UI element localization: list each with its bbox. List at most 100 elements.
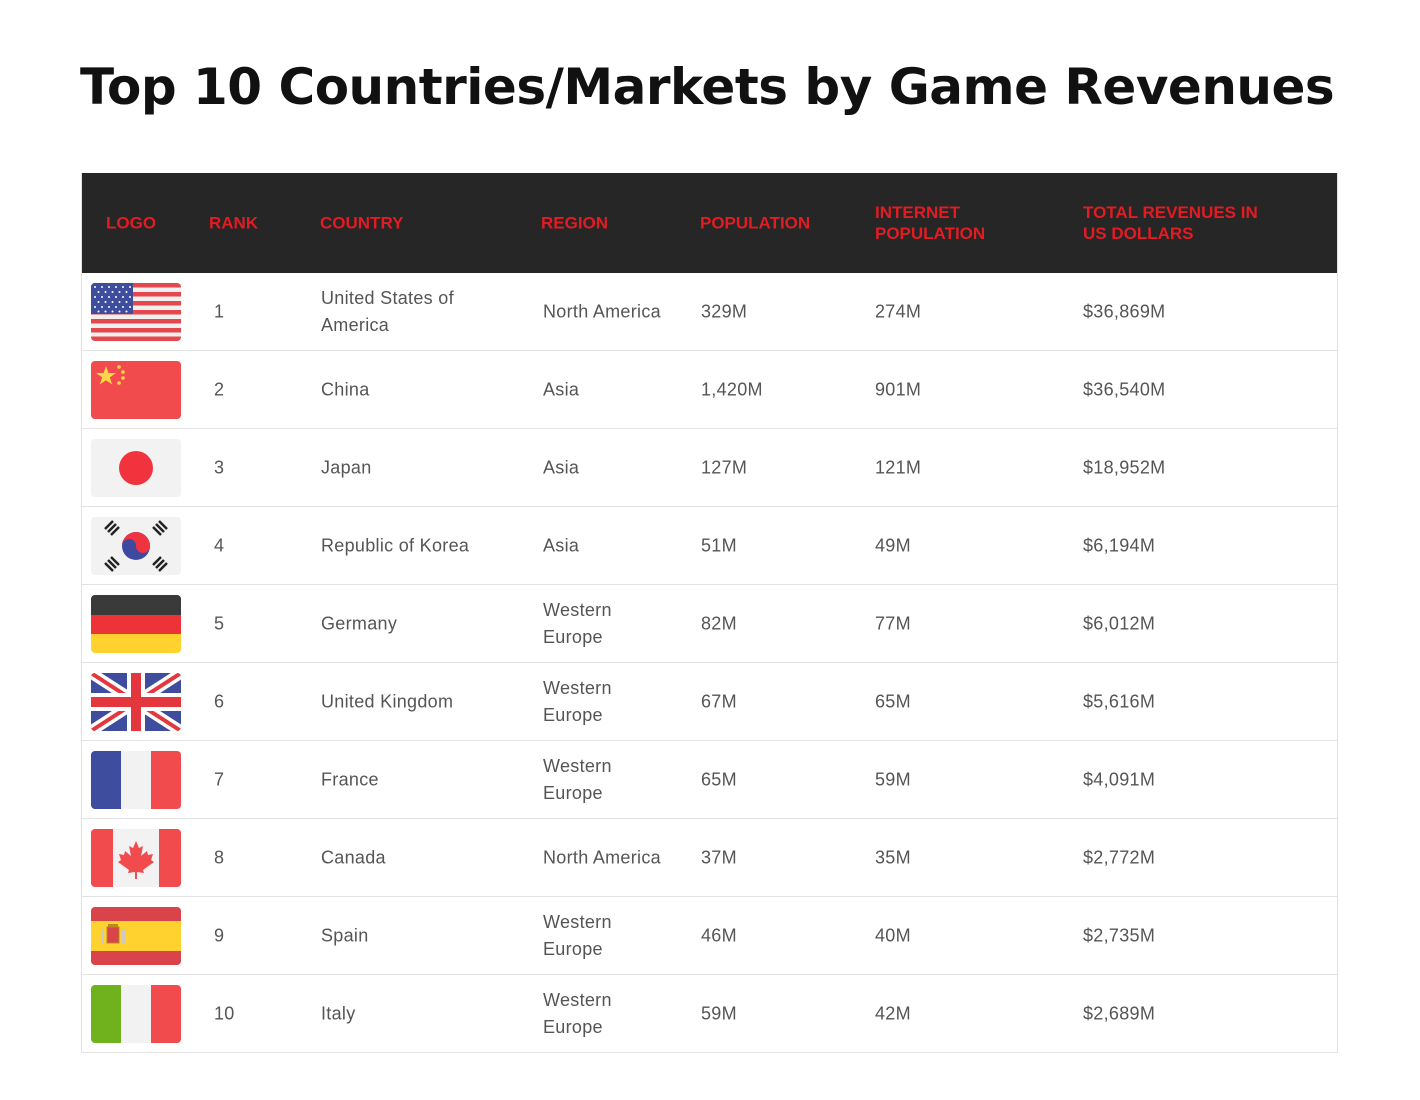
region-cell: Western Europe xyxy=(543,677,612,725)
china-flag-icon xyxy=(91,360,181,419)
population-cell: 82M xyxy=(701,613,737,633)
table-row: 9 Spain Western Europe 46M 40M $2,735M xyxy=(82,897,1337,975)
revenue-cell: $4,091M xyxy=(1083,769,1156,789)
page-title: Top 10 Countries/Markets by Game Revenue… xyxy=(80,58,1335,116)
uk-flag-icon xyxy=(91,672,181,731)
population-cell: 37M xyxy=(701,847,737,867)
country-cell: Japan xyxy=(321,457,372,477)
header-region: REGION xyxy=(541,213,609,233)
population-cell: 67M xyxy=(701,691,737,711)
region-cell: Asia xyxy=(543,457,580,477)
population-cell: 65M xyxy=(701,769,737,789)
revenue-cell: $36,869M xyxy=(1083,301,1166,321)
region-cell: North America xyxy=(543,301,661,321)
country-cell: Spain xyxy=(321,925,369,945)
flag-cell xyxy=(91,984,181,1043)
region-cell: Western Europe xyxy=(543,599,612,647)
country-cell: Germany xyxy=(321,613,398,633)
internet-population-cell: 35M xyxy=(875,847,911,867)
table-header: LOGO RANK COUNTRY REGION POPULATION INTE… xyxy=(82,173,1337,273)
table-row: 2 China Asia 1,420M 901M $36,540M xyxy=(82,351,1337,429)
header-revenues: TOTAL REVENUES IN US DOLLARS xyxy=(1083,203,1258,243)
revenue-cell: $36,540M xyxy=(1083,379,1166,399)
table-row: 10 Italy Western Europe 59M 42M $2,689M xyxy=(82,975,1337,1053)
population-cell: 127M xyxy=(701,457,748,477)
rank-cell: 9 xyxy=(214,925,225,945)
italy-flag-icon xyxy=(91,984,181,1043)
region-cell: Asia xyxy=(543,535,580,555)
revenue-cell: $18,952M xyxy=(1083,457,1166,477)
internet-population-cell: 40M xyxy=(875,925,911,945)
revenue-cell: $6,194M xyxy=(1083,535,1156,555)
flag-cell xyxy=(91,906,181,965)
internet-population-cell: 65M xyxy=(875,691,911,711)
canada-flag-icon xyxy=(91,828,181,887)
header-population: POPULATION xyxy=(700,213,811,233)
revenue-cell: $2,689M xyxy=(1083,1003,1156,1023)
country-cell: China xyxy=(321,379,370,399)
country-cell: Republic of Korea xyxy=(321,535,470,555)
header-rank: RANK xyxy=(209,213,259,233)
flag-cell xyxy=(91,828,181,887)
rank-cell: 1 xyxy=(214,301,225,321)
flag-cell xyxy=(91,594,181,653)
japan-flag-icon xyxy=(91,438,181,497)
region-cell: Western Europe xyxy=(543,755,612,803)
header-country: COUNTRY xyxy=(320,213,404,233)
table-row: 3 Japan Asia 127M 121M $18,952M xyxy=(82,429,1337,507)
header-logo: LOGO xyxy=(106,213,157,233)
rank-cell: 7 xyxy=(214,769,225,789)
country-cell: United States of America xyxy=(321,287,454,335)
table-row: 1 United States of America North America… xyxy=(82,273,1337,351)
internet-population-cell: 274M xyxy=(875,301,922,321)
internet-population-cell: 901M xyxy=(875,379,922,399)
table-row: 7 France Western Europe 65M 59M $4,091M xyxy=(82,741,1337,819)
region-cell: Western Europe xyxy=(543,989,612,1037)
population-cell: 59M xyxy=(701,1003,737,1023)
internet-population-cell: 121M xyxy=(875,457,922,477)
population-cell: 1,420M xyxy=(701,379,763,399)
revenue-cell: $5,616M xyxy=(1083,691,1156,711)
table-row: 8 Canada North America 37M 35M $2,772M xyxy=(82,819,1337,897)
region-cell: Western Europe xyxy=(543,911,612,959)
country-cell: Italy xyxy=(321,1003,356,1023)
internet-population-cell: 49M xyxy=(875,535,911,555)
revenue-table: LOGO RANK COUNTRY REGION POPULATION INTE… xyxy=(81,173,1338,1053)
population-cell: 329M xyxy=(701,301,748,321)
flag-cell xyxy=(91,516,181,575)
flag-cell xyxy=(91,438,181,497)
rank-cell: 5 xyxy=(214,613,225,633)
revenue-cell: $2,772M xyxy=(1083,847,1156,867)
country-cell: Canada xyxy=(321,847,386,867)
revenue-cell: $2,735M xyxy=(1083,925,1156,945)
flag-cell xyxy=(91,282,181,341)
region-cell: Asia xyxy=(543,379,580,399)
internet-population-cell: 77M xyxy=(875,613,911,633)
table-row: 5 Germany Western Europe 82M 77M $6,012M xyxy=(82,585,1337,663)
flag-cell xyxy=(91,360,181,419)
internet-population-cell: 42M xyxy=(875,1003,911,1023)
flag-cell xyxy=(91,672,181,731)
rank-cell: 8 xyxy=(214,847,225,867)
population-cell: 46M xyxy=(701,925,737,945)
country-cell: France xyxy=(321,769,379,789)
region-cell: North America xyxy=(543,847,661,867)
revenue-cell: $6,012M xyxy=(1083,613,1156,633)
rank-cell: 10 xyxy=(214,1003,235,1023)
france-flag-icon xyxy=(91,750,181,809)
flag-cell xyxy=(91,750,181,809)
table-row: 4 Republic of Korea Asia 51M 49M $6,194M xyxy=(82,507,1337,585)
rank-cell: 6 xyxy=(214,691,225,711)
rank-cell: 4 xyxy=(214,535,225,555)
table-row: 6 United Kingdom Western Europe 67M 65M … xyxy=(82,663,1337,741)
rank-cell: 3 xyxy=(214,457,225,477)
header-internet-population: INTERNET POPULATION xyxy=(875,203,986,243)
usa-flag-icon xyxy=(91,282,181,341)
korea-flag-icon xyxy=(91,516,181,575)
internet-population-cell: 59M xyxy=(875,769,911,789)
population-cell: 51M xyxy=(701,535,737,555)
country-cell: United Kingdom xyxy=(321,691,454,711)
germany-flag-icon xyxy=(91,594,181,653)
rank-cell: 2 xyxy=(214,379,225,399)
spain-flag-icon xyxy=(91,906,181,965)
